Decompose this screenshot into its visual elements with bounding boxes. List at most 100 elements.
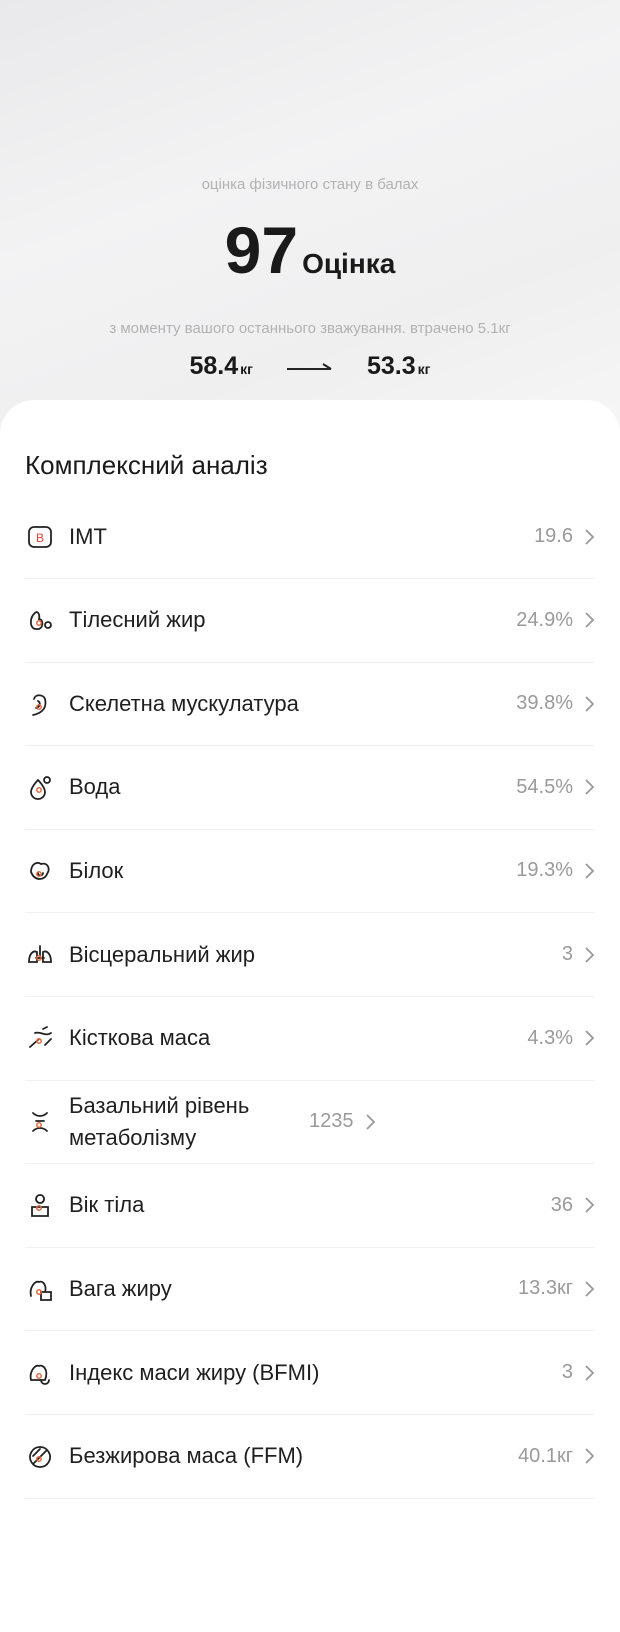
row-value: 4.3% (527, 1026, 573, 1049)
row-label: Вік тіла (69, 1192, 145, 1218)
icon-shape (29, 611, 52, 630)
unit: кг (240, 361, 253, 377)
icon-shape (31, 1194, 49, 1218)
chevron (585, 1448, 595, 1464)
icon-accent (36, 703, 42, 710)
section-title: Комплексний аналіз (25, 450, 268, 480)
row-label: Кісткова маса (69, 1025, 211, 1051)
row-value: 3 (561, 943, 573, 965)
weight-after: 53.3 (367, 352, 416, 380)
weights: 58.4 кг 53.3 кг (0, 352, 620, 381)
row-icon (30, 776, 51, 801)
chevron-path (585, 1030, 595, 1046)
chevron (585, 779, 595, 795)
divider (25, 912, 595, 914)
analysis-row[interactable]: Вага жиру 13.3кг (25, 1247, 595, 1330)
row-value: 24.9% (516, 608, 573, 631)
analysis-row[interactable]: Безжирова маса (FFM) 40.1кг (25, 1415, 595, 1498)
row-icon (29, 1026, 52, 1048)
analysis-row[interactable]: Вік тіла 36 (25, 1164, 595, 1247)
row-icon (32, 1111, 48, 1132)
analysis-row[interactable]: Базальний рівень метаболізму 1235 (25, 1080, 595, 1163)
icon-accent (36, 1038, 42, 1045)
chevron-path (585, 946, 595, 963)
weight-before: 58.4 (189, 352, 239, 380)
analysis-row[interactable]: Тілесний жир 24.9% (25, 579, 595, 662)
analysis-row[interactable]: Вода 54.5% (25, 746, 595, 829)
icon-shape (30, 776, 51, 801)
row-label: Скелетна мускулатура (69, 690, 299, 716)
row-value: 36 (550, 1193, 573, 1216)
row-icon (29, 1280, 52, 1301)
divider (25, 1246, 595, 1248)
row-value: 19.6 (534, 525, 573, 547)
analysis-row[interactable]: B IMT 19.6 (25, 495, 595, 578)
row-value: 13.3кг (518, 1277, 573, 1300)
icon-accent (36, 954, 42, 961)
chevron (585, 946, 595, 963)
analysis-row[interactable]: Кісткова маса 4.3% (25, 997, 595, 1080)
divider (25, 1079, 595, 1081)
row-icon: B (28, 525, 52, 548)
icon-accent (36, 787, 42, 794)
chevron-path (585, 1197, 595, 1213)
icon-letter: B (36, 531, 44, 545)
analysis-row[interactable]: Скелетна мускулатура 39.8% (25, 662, 595, 745)
row-value: 1235 (309, 1110, 354, 1133)
chevron-path (585, 779, 595, 795)
analysis-row[interactable]: Індекс маси жиру (BFMI) 3 (25, 1331, 595, 1414)
chevron (585, 1197, 595, 1213)
chevron (585, 612, 595, 628)
subtitle: оцінка фізичного стану в балах (201, 176, 419, 193)
chevron-path (585, 863, 595, 879)
icon-accent (36, 1205, 42, 1212)
chevron (585, 1364, 595, 1381)
chevron (585, 1030, 595, 1046)
row-label: IMT (69, 523, 107, 549)
row-value: 3 (561, 1361, 573, 1383)
divider (25, 1497, 595, 1499)
row-label: Вага жиру (69, 1275, 172, 1301)
row-icon (29, 1364, 50, 1385)
row-label: Вісцеральний жир (69, 941, 256, 967)
row-icon (29, 1446, 51, 1468)
icon-accent (36, 1121, 42, 1128)
divider (25, 578, 595, 579)
chevron-path (585, 612, 595, 628)
divider (25, 661, 595, 663)
icon-accent (36, 1372, 42, 1379)
icon-shape (29, 1364, 50, 1385)
header-background (0, 0, 620, 440)
row-value: 19.3% (516, 859, 573, 882)
icon-shape (29, 1026, 52, 1048)
divider (25, 745, 595, 747)
icon-accent (36, 1456, 42, 1463)
row-icon (28, 944, 52, 963)
arrow (287, 363, 332, 370)
chevron-path (585, 1364, 595, 1381)
analysis-card: Комплексний аналіз B IMT 19.6 Тілесний жир 2… (0, 400, 620, 1632)
row-icon (30, 861, 50, 880)
icon-frame (28, 525, 52, 548)
row-value: 54.5% (516, 775, 573, 798)
chevron-path (585, 1281, 595, 1297)
row-value: 40.1кг (518, 1444, 573, 1467)
chevron-path (585, 1448, 595, 1464)
row-value: 39.8% (516, 692, 573, 715)
chevron-path (585, 696, 595, 712)
divider (25, 1330, 595, 1332)
row-label: Індекс маси жиру (BFMI) (69, 1359, 320, 1385)
chevron (585, 696, 595, 712)
chevron (585, 863, 595, 879)
analysis-row[interactable]: Білок 19.3% (25, 829, 595, 912)
divider (25, 828, 595, 830)
row-icon (32, 694, 47, 716)
icon-shape (29, 1280, 52, 1301)
score-value: 97 (224, 213, 299, 287)
score-label: Оцінка (302, 248, 396, 279)
divider (25, 996, 595, 997)
analysis-row[interactable]: Вісцеральний жир 3 (25, 913, 595, 996)
icon-accent (36, 870, 42, 877)
divider (25, 1414, 595, 1415)
